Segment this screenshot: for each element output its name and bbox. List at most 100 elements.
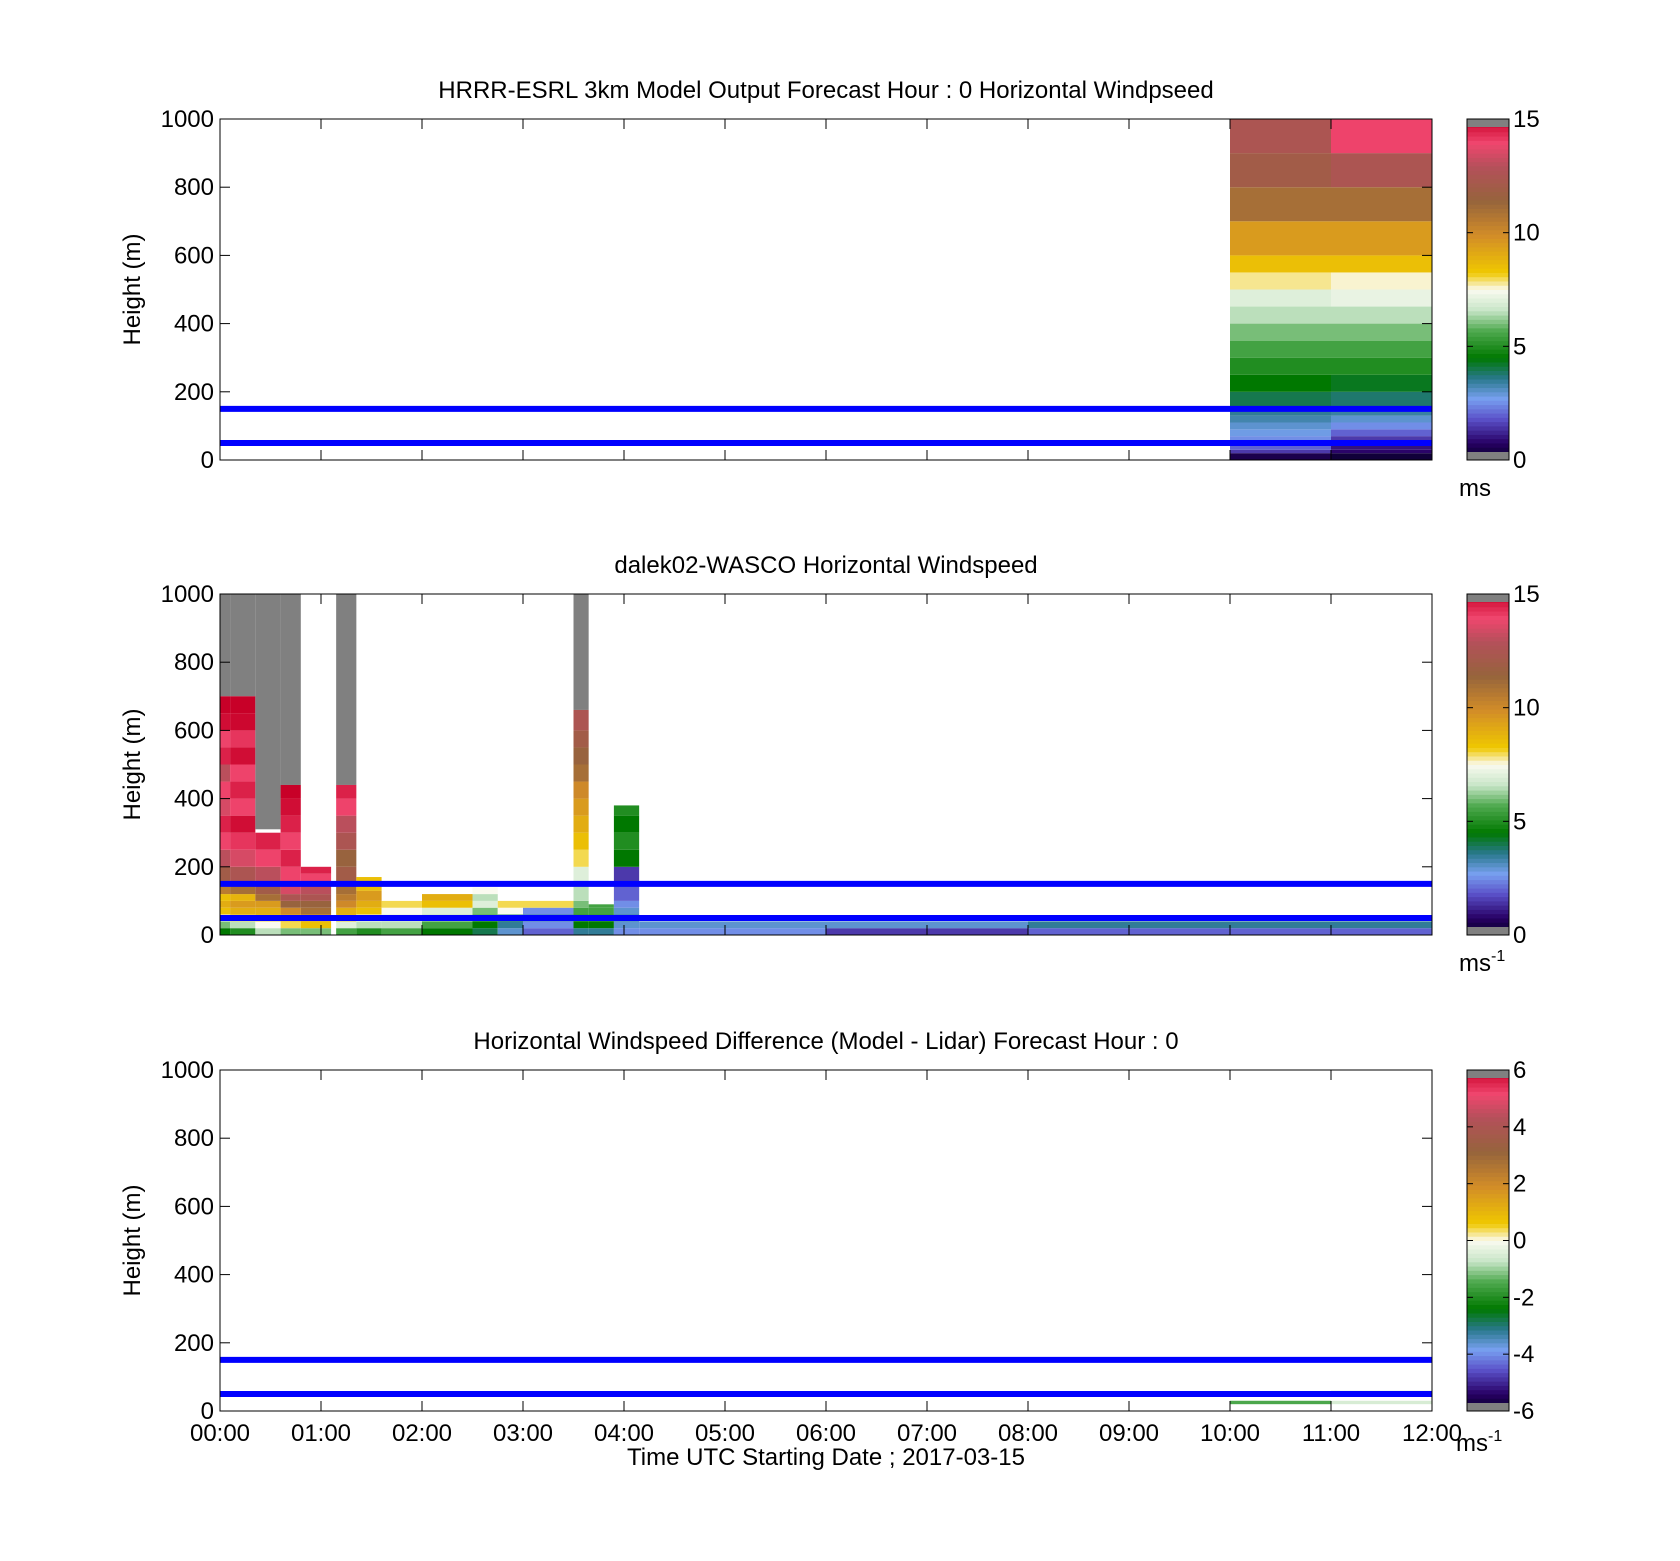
colorbar-segment xyxy=(1467,268,1509,273)
heatmap-cell xyxy=(220,696,231,714)
colorbar-tick-label: 2 xyxy=(1513,1171,1526,1198)
heatmap-cell xyxy=(280,798,301,816)
colorbar-segment xyxy=(1467,430,1509,435)
colorbar-segment xyxy=(1467,666,1509,672)
colorbar-segment xyxy=(1467,217,1509,222)
y-tick-label: 800 xyxy=(174,1125,214,1152)
heatmap-cell xyxy=(280,849,301,867)
colorbar-segment xyxy=(1467,687,1509,693)
colorbar-segment xyxy=(1467,854,1509,859)
heatmap-cell xyxy=(523,921,574,929)
colorbar-segment xyxy=(1467,1266,1509,1271)
heatmap-cell xyxy=(1230,429,1331,437)
heatmap-cell xyxy=(280,928,301,935)
x-axis-label: Time UTC Starting Date ; 2017-03-15 xyxy=(627,1444,1025,1471)
heatmap-cell xyxy=(1230,391,1331,409)
colorbar-segment xyxy=(1467,1274,1509,1280)
heatmap-cell xyxy=(573,849,589,867)
heatmap-cell xyxy=(300,873,332,884)
heatmap-cell xyxy=(573,921,589,929)
colorbar-segment xyxy=(1467,623,1509,629)
y-tick-label: 200 xyxy=(174,379,214,406)
heatmap-cell xyxy=(381,907,422,915)
colorbar-tick-label: 6 xyxy=(1513,1057,1526,1084)
colorbar-segment xyxy=(1467,1240,1509,1246)
colorbar-segment xyxy=(1467,700,1509,706)
colorbar-segment xyxy=(1467,1244,1509,1250)
y-tick-label: 1000 xyxy=(161,1057,214,1084)
heatmap-cell xyxy=(588,907,614,915)
heatmap-cell xyxy=(472,921,498,929)
colorbar-underflow xyxy=(1467,1403,1509,1411)
heatmap-cell xyxy=(300,907,332,915)
colorbar-segment xyxy=(1467,212,1509,218)
colorbar-overflow xyxy=(1467,1070,1509,1078)
colorbar-segment xyxy=(1467,649,1509,655)
colorbar-segment xyxy=(1467,344,1509,350)
heatmap-cell xyxy=(573,781,589,799)
colorbar-segment xyxy=(1467,636,1509,642)
panel-lidar: dalek02-WASCO Horizontal Windspeed Heigh… xyxy=(119,552,1540,977)
colorbar-segment xyxy=(1467,208,1509,214)
heatmap-cell xyxy=(639,921,826,929)
heatmap-cell xyxy=(573,900,589,908)
heatmap-cell xyxy=(1230,374,1331,392)
colorbar-segment xyxy=(1467,674,1509,680)
heatmap-cell xyxy=(1028,921,1432,929)
colorbar-segment xyxy=(1467,404,1509,410)
heatmap-cell xyxy=(220,730,231,748)
heatmap-cell xyxy=(336,798,357,816)
heatmap-cell xyxy=(1230,221,1331,256)
heatmap-cell xyxy=(1331,289,1432,307)
colorbar-segment xyxy=(1467,182,1509,188)
heatmap-cell xyxy=(230,781,256,799)
colorbar-segment xyxy=(1467,1347,1509,1352)
heatmap-cell xyxy=(573,709,589,731)
colorbar-segment xyxy=(1467,743,1509,748)
colorbar-segment xyxy=(1467,1146,1509,1152)
colorbar-tick-label: 0 xyxy=(1513,922,1526,949)
colorbar-segment xyxy=(1467,1176,1509,1182)
colorbar-segment xyxy=(1467,1185,1509,1190)
heatmap-cell xyxy=(220,815,231,833)
colorbar-segment xyxy=(1467,1193,1509,1199)
colorbar-overflow xyxy=(1467,119,1509,127)
colorbar-segment xyxy=(1467,871,1509,876)
heatmap-cell xyxy=(573,928,589,935)
colorbar-segment xyxy=(1467,1304,1509,1310)
heatmap-cell xyxy=(1331,221,1432,256)
colorbar: 0 5 10 15 xyxy=(1466,581,1540,949)
heatmap-cell xyxy=(1230,1400,1331,1405)
colorbar-tick-label: 0 xyxy=(1513,1228,1526,1255)
heatmap-cell xyxy=(1230,289,1331,307)
colorbar-segment xyxy=(1467,815,1509,821)
heatmap-cell xyxy=(280,900,301,908)
heatmap-cell xyxy=(336,832,357,850)
heatmap-cell xyxy=(1230,272,1331,290)
colorbar-segment xyxy=(1467,178,1509,184)
heatmap-cell xyxy=(230,921,256,929)
colorbar-segment xyxy=(1467,819,1509,825)
colorbar-segment xyxy=(1467,824,1509,829)
colorbar-segment xyxy=(1467,1312,1509,1318)
colorbar-segment xyxy=(1467,866,1509,872)
colorbar-segment xyxy=(1467,832,1509,838)
y-tick-label: 600 xyxy=(174,242,214,269)
heatmap-cell xyxy=(336,815,357,833)
heatmap-cell xyxy=(356,928,382,935)
colorbar-segment xyxy=(1467,781,1509,787)
heatmap-cell xyxy=(255,883,281,895)
colorbar-segment xyxy=(1467,696,1509,702)
heatmap-cell xyxy=(472,900,498,908)
colorbar-segment xyxy=(1467,836,1509,842)
heatmap-cell xyxy=(613,815,640,833)
heatmap-cell xyxy=(1331,119,1432,154)
colorbar-segment xyxy=(1467,755,1509,761)
heatmap-cell xyxy=(613,900,640,908)
colorbar-segment xyxy=(1467,379,1509,384)
colorbar-segment xyxy=(1467,713,1509,719)
colorbar-segment xyxy=(1467,645,1509,650)
colorbar-segment xyxy=(1467,148,1509,154)
heatmap-cell xyxy=(230,815,256,833)
colorbar-segment xyxy=(1467,917,1509,923)
